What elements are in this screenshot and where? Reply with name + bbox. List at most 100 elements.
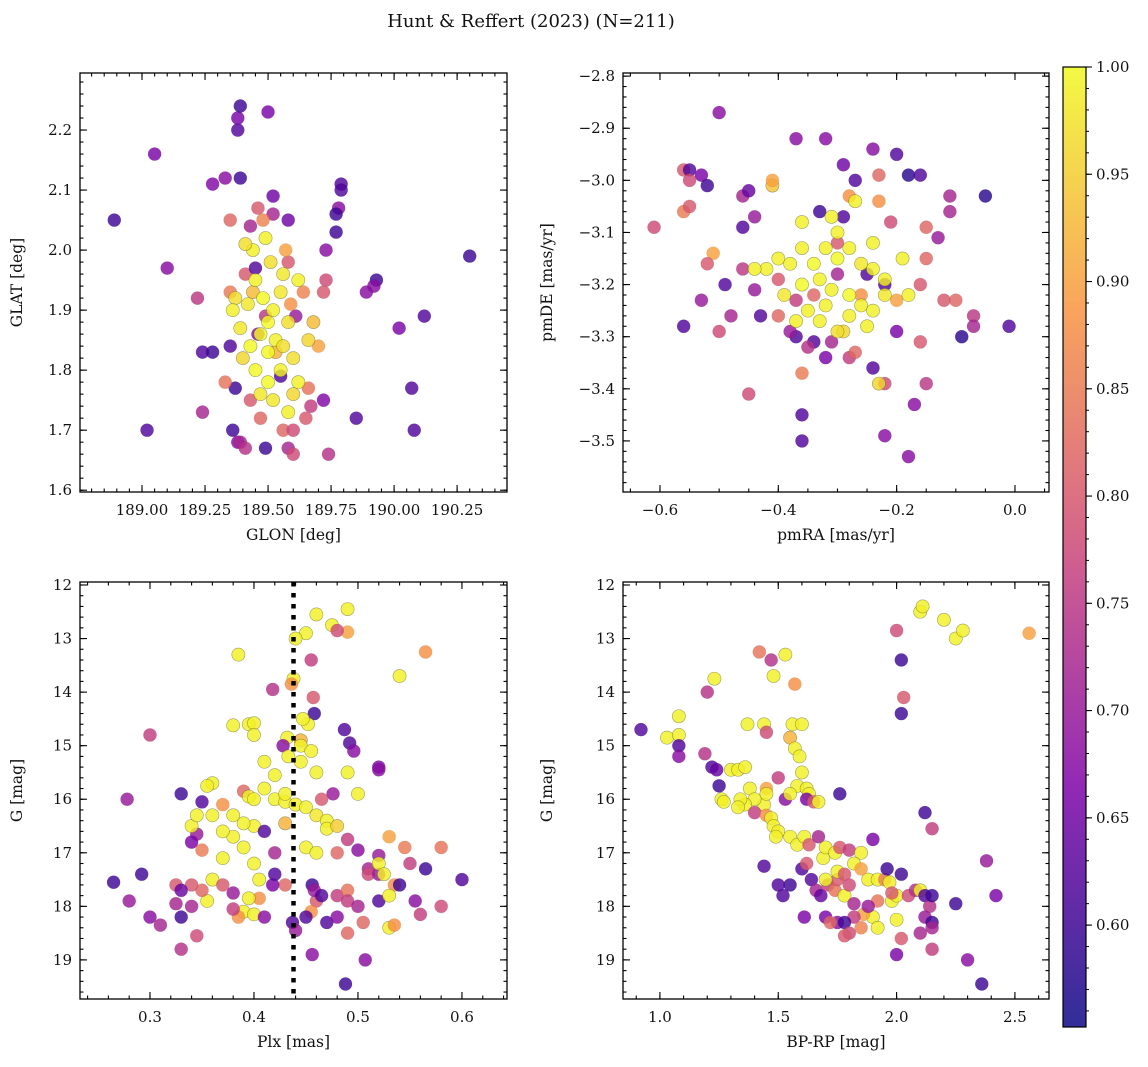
data-point xyxy=(189,808,204,823)
data-point xyxy=(309,607,324,622)
data-point xyxy=(883,215,898,229)
data-point xyxy=(169,896,183,911)
data-point xyxy=(218,375,233,390)
data-point xyxy=(915,599,930,614)
data-point xyxy=(330,819,345,833)
data-point xyxy=(771,251,786,266)
data-point xyxy=(877,428,892,443)
data-point xyxy=(830,251,845,266)
colorbar-tick-label: 0.60 xyxy=(1096,916,1129,934)
data-point xyxy=(225,423,240,438)
data-point xyxy=(236,816,251,831)
data-point xyxy=(261,375,275,390)
data-point xyxy=(765,173,780,188)
data-point xyxy=(215,878,230,892)
data-point xyxy=(776,888,790,903)
data-point xyxy=(913,277,928,292)
data-point xyxy=(256,213,270,227)
data-point xyxy=(880,861,895,876)
data-point xyxy=(978,189,993,203)
data-point xyxy=(236,840,251,855)
y-tick-label: 2.2 xyxy=(48,121,72,139)
data-point xyxy=(802,837,816,852)
data-point xyxy=(330,910,345,924)
x-axis-label: Plx [mas] xyxy=(257,1033,330,1051)
data-point xyxy=(307,706,322,721)
data-point xyxy=(894,653,909,667)
data-point xyxy=(247,716,261,731)
x-tick-label: 0.6 xyxy=(450,1008,474,1026)
colorbar-tick-label: 0.85 xyxy=(1096,380,1129,398)
x-tick-label: 189.75 xyxy=(305,501,358,519)
colorbar-tick-label: 0.75 xyxy=(1096,594,1129,612)
y-tick-label: −3.0 xyxy=(579,171,615,189)
data-point xyxy=(871,376,886,391)
data-point xyxy=(243,339,258,354)
y-tick-label: 15 xyxy=(596,737,615,755)
data-point xyxy=(866,361,880,375)
data-point xyxy=(682,173,697,188)
data-point xyxy=(291,273,306,287)
data-point xyxy=(205,177,220,191)
y-tick-label: 18 xyxy=(53,897,72,915)
figure-title: Hunt & Reffert (2023) (N=211) xyxy=(387,11,675,32)
y-axis-label: G [mag] xyxy=(538,759,556,822)
data-point xyxy=(215,797,230,812)
data-point xyxy=(812,314,827,328)
data-point xyxy=(256,291,270,306)
data-point xyxy=(329,225,343,239)
data-point xyxy=(913,168,928,183)
data-point xyxy=(818,350,833,365)
data-point xyxy=(392,321,407,336)
data-point xyxy=(351,843,365,858)
data-point xyxy=(783,256,798,271)
data-point xyxy=(200,894,215,908)
data-point xyxy=(267,867,282,882)
data-point xyxy=(795,765,809,780)
data-point xyxy=(462,249,477,263)
data-point xyxy=(309,765,324,780)
data-point xyxy=(233,99,248,113)
data-point xyxy=(195,795,209,809)
data-point xyxy=(712,324,727,339)
panel-glon-glat: 189.00 189.25 189.50 189.75 190.00 190.25 1.6 1… xyxy=(8,72,508,544)
data-point xyxy=(836,209,851,224)
y-tick-label: 17 xyxy=(53,844,72,862)
data-point xyxy=(417,309,432,324)
data-point xyxy=(278,786,293,801)
data-point xyxy=(894,867,909,882)
data-point xyxy=(697,746,712,761)
data-point xyxy=(230,111,245,125)
data-point xyxy=(823,915,838,930)
data-point xyxy=(740,717,755,732)
data-point xyxy=(706,246,721,261)
data-point xyxy=(228,291,243,306)
data-point xyxy=(238,237,253,251)
data-point xyxy=(919,376,934,391)
data-point xyxy=(747,805,762,820)
x-tick-label: 0.4 xyxy=(242,1008,266,1026)
data-point xyxy=(931,230,945,245)
data-point xyxy=(195,843,209,858)
data-point xyxy=(205,345,220,360)
data-point xyxy=(795,407,809,422)
x-tick-label: −0.6 xyxy=(642,501,678,519)
x-axis-label: BP-RP [mag] xyxy=(786,1033,885,1051)
data-point xyxy=(954,329,969,344)
data-point xyxy=(837,928,852,943)
x-tick-label: 190.00 xyxy=(368,501,421,519)
data-point xyxy=(1022,626,1037,641)
x-tick-label: 1.5 xyxy=(766,1008,790,1026)
data-point xyxy=(889,293,904,308)
data-point xyxy=(257,754,272,769)
data-point xyxy=(913,335,928,349)
data-point xyxy=(854,845,868,860)
data-point xyxy=(871,168,886,183)
x-tick-label: −0.2 xyxy=(878,501,914,519)
data-point xyxy=(759,786,774,801)
data-point xyxy=(340,832,355,847)
x-tick-label: 0.5 xyxy=(346,1008,370,1026)
data-point xyxy=(783,786,797,801)
x-tick-label: 189.00 xyxy=(116,501,169,519)
